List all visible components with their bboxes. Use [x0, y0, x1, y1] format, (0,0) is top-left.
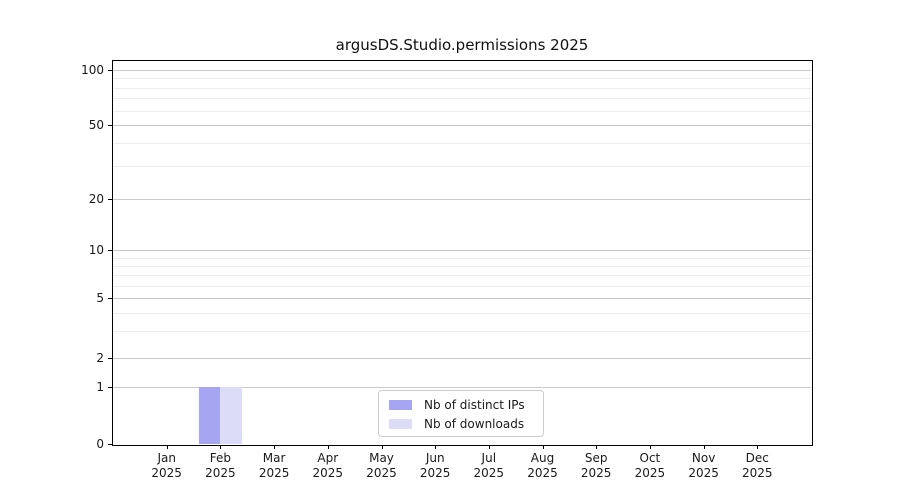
x-tick-label-oct: Oct 2025: [618, 451, 682, 481]
legend-label-distinct-ips: Nb of distinct IPs: [424, 397, 525, 412]
y-tick-mark-50: [108, 125, 112, 126]
x-tick-year-aug: 2025: [527, 466, 558, 480]
y-tick-label-50: 50: [88, 118, 104, 132]
x-tick-year-jan: 2025: [151, 466, 182, 480]
x-tick-month-jul: Jul: [481, 451, 497, 465]
x-tick-year-feb: 2025: [205, 466, 236, 480]
chart-title: argusDS.Studio.permissions 2025: [335, 36, 589, 54]
x-tick-label-may: May 2025: [350, 451, 414, 481]
x-tick-month-may: May: [369, 451, 394, 465]
x-tick-mark-apr: [327, 445, 329, 449]
y-tick-mark-0: [108, 444, 112, 445]
x-tick-label-sep: Sep 2025: [564, 451, 628, 481]
x-tick-mark-oct: [649, 445, 651, 449]
x-tick-year-sep: 2025: [580, 466, 612, 480]
legend-label-downloads: Nb of downloads: [424, 416, 525, 431]
y-tick-mark-2: [108, 357, 112, 359]
legend-item-downloads: Nb of downloads: [389, 415, 534, 432]
gridline-minor-30: [113, 166, 811, 168]
x-tick-label-jun: Jun 2025: [403, 451, 467, 481]
y-tick-mark-5: [108, 298, 112, 300]
plot-area: [113, 61, 811, 444]
x-tick-year-oct: 2025: [634, 466, 666, 480]
x-tick-month-jan: Jan: [157, 451, 176, 465]
bar-feb-distinct-ips: [198, 386, 221, 444]
y-tick-mark-100: [108, 70, 112, 71]
x-tick-year-jun: 2025: [419, 466, 451, 480]
x-tick-month-nov: Nov: [691, 451, 716, 465]
legend-swatch-distinct-ips: [389, 399, 412, 410]
x-tick-label-jan: Jan 2025: [135, 451, 199, 481]
x-tick-mark-mar: [274, 445, 276, 449]
legend-item-distinct-ips: Nb of distinct IPs: [389, 396, 534, 413]
y-tick-label-10: 10: [88, 243, 104, 258]
x-tick-month-apr: Apr: [317, 451, 339, 465]
gridline-major-20: [113, 198, 811, 200]
x-tick-mark-may: [381, 445, 383, 449]
gridline-minor-3: [113, 331, 811, 333]
x-tick-label-dec: Dec 2025: [725, 451, 789, 481]
gridline-minor-4: [113, 312, 811, 314]
x-tick-year-dec: 2025: [742, 466, 773, 480]
gridline-minor-6: [113, 285, 811, 287]
x-tick-label-jul: Jul 2025: [457, 451, 521, 481]
x-tick-mark-dec: [757, 445, 759, 449]
x-tick-label-nov: Nov 2025: [672, 451, 736, 481]
y-tick-label-20: 20: [88, 191, 104, 206]
x-tick-mark-jan: [166, 445, 168, 449]
x-tick-month-sep: Sep: [584, 451, 608, 465]
gridline-minor-80: [113, 87, 811, 89]
gridline-minor-8: [113, 265, 811, 267]
bar-feb-downloads: [220, 386, 242, 444]
x-tick-mark-jun: [435, 445, 437, 449]
x-tick-mark-sep: [596, 445, 598, 449]
gridline-minor-9: [113, 257, 811, 259]
gridline-major-5: [113, 298, 811, 300]
x-tick-label-feb: Feb 2025: [188, 451, 252, 481]
y-tick-label-1: 1: [96, 379, 104, 394]
x-tick-year-nov: 2025: [688, 466, 719, 480]
gridline-minor-7: [113, 274, 811, 276]
gridline-minor-70: [113, 98, 811, 100]
x-tick-year-jul: 2025: [473, 466, 505, 480]
x-tick-month-jun: Jun: [425, 451, 445, 465]
x-tick-month-dec: Dec: [745, 451, 769, 465]
y-tick-label-0: 0: [96, 437, 104, 451]
gridline-major-10: [113, 250, 811, 252]
y-tick-label-5: 5: [96, 291, 104, 306]
x-tick-mark-feb: [220, 445, 222, 449]
x-tick-year-may: 2025: [366, 466, 397, 480]
x-tick-month-oct: Oct: [639, 451, 661, 465]
x-tick-month-mar: Mar: [262, 451, 286, 465]
x-tick-label-apr: Apr 2025: [296, 451, 360, 481]
x-tick-label-mar: Mar 2025: [242, 451, 306, 481]
gridline-major-1: [113, 386, 811, 388]
x-tick-mark-nov: [703, 445, 705, 449]
x-tick-year-apr: 2025: [312, 466, 344, 480]
y-tick-mark-1: [108, 386, 112, 388]
gridline-major-50: [113, 125, 811, 126]
x-tick-label-aug: Aug 2025: [511, 451, 575, 481]
x-tick-month-aug: Aug: [530, 451, 555, 465]
gridline-major-2: [113, 357, 811, 359]
x-tick-mark-jul: [488, 445, 490, 449]
y-tick-mark-10: [108, 250, 112, 252]
gridline-minor-40: [113, 143, 811, 144]
y-tick-mark-20: [108, 198, 112, 200]
legend-swatch-downloads: [389, 418, 412, 429]
gridline-minor-90: [113, 78, 811, 80]
y-tick-label-100: 100: [81, 63, 104, 77]
y-tick-label-2: 2: [96, 350, 104, 365]
gridline-major-100: [113, 70, 811, 71]
legend: Nb of distinct IPs Nb of downloads: [378, 390, 544, 437]
x-tick-year-mar: 2025: [258, 466, 290, 480]
x-tick-mark-aug: [542, 445, 544, 449]
gridline-minor-60: [113, 110, 811, 112]
x-tick-month-feb: Feb: [209, 451, 232, 465]
